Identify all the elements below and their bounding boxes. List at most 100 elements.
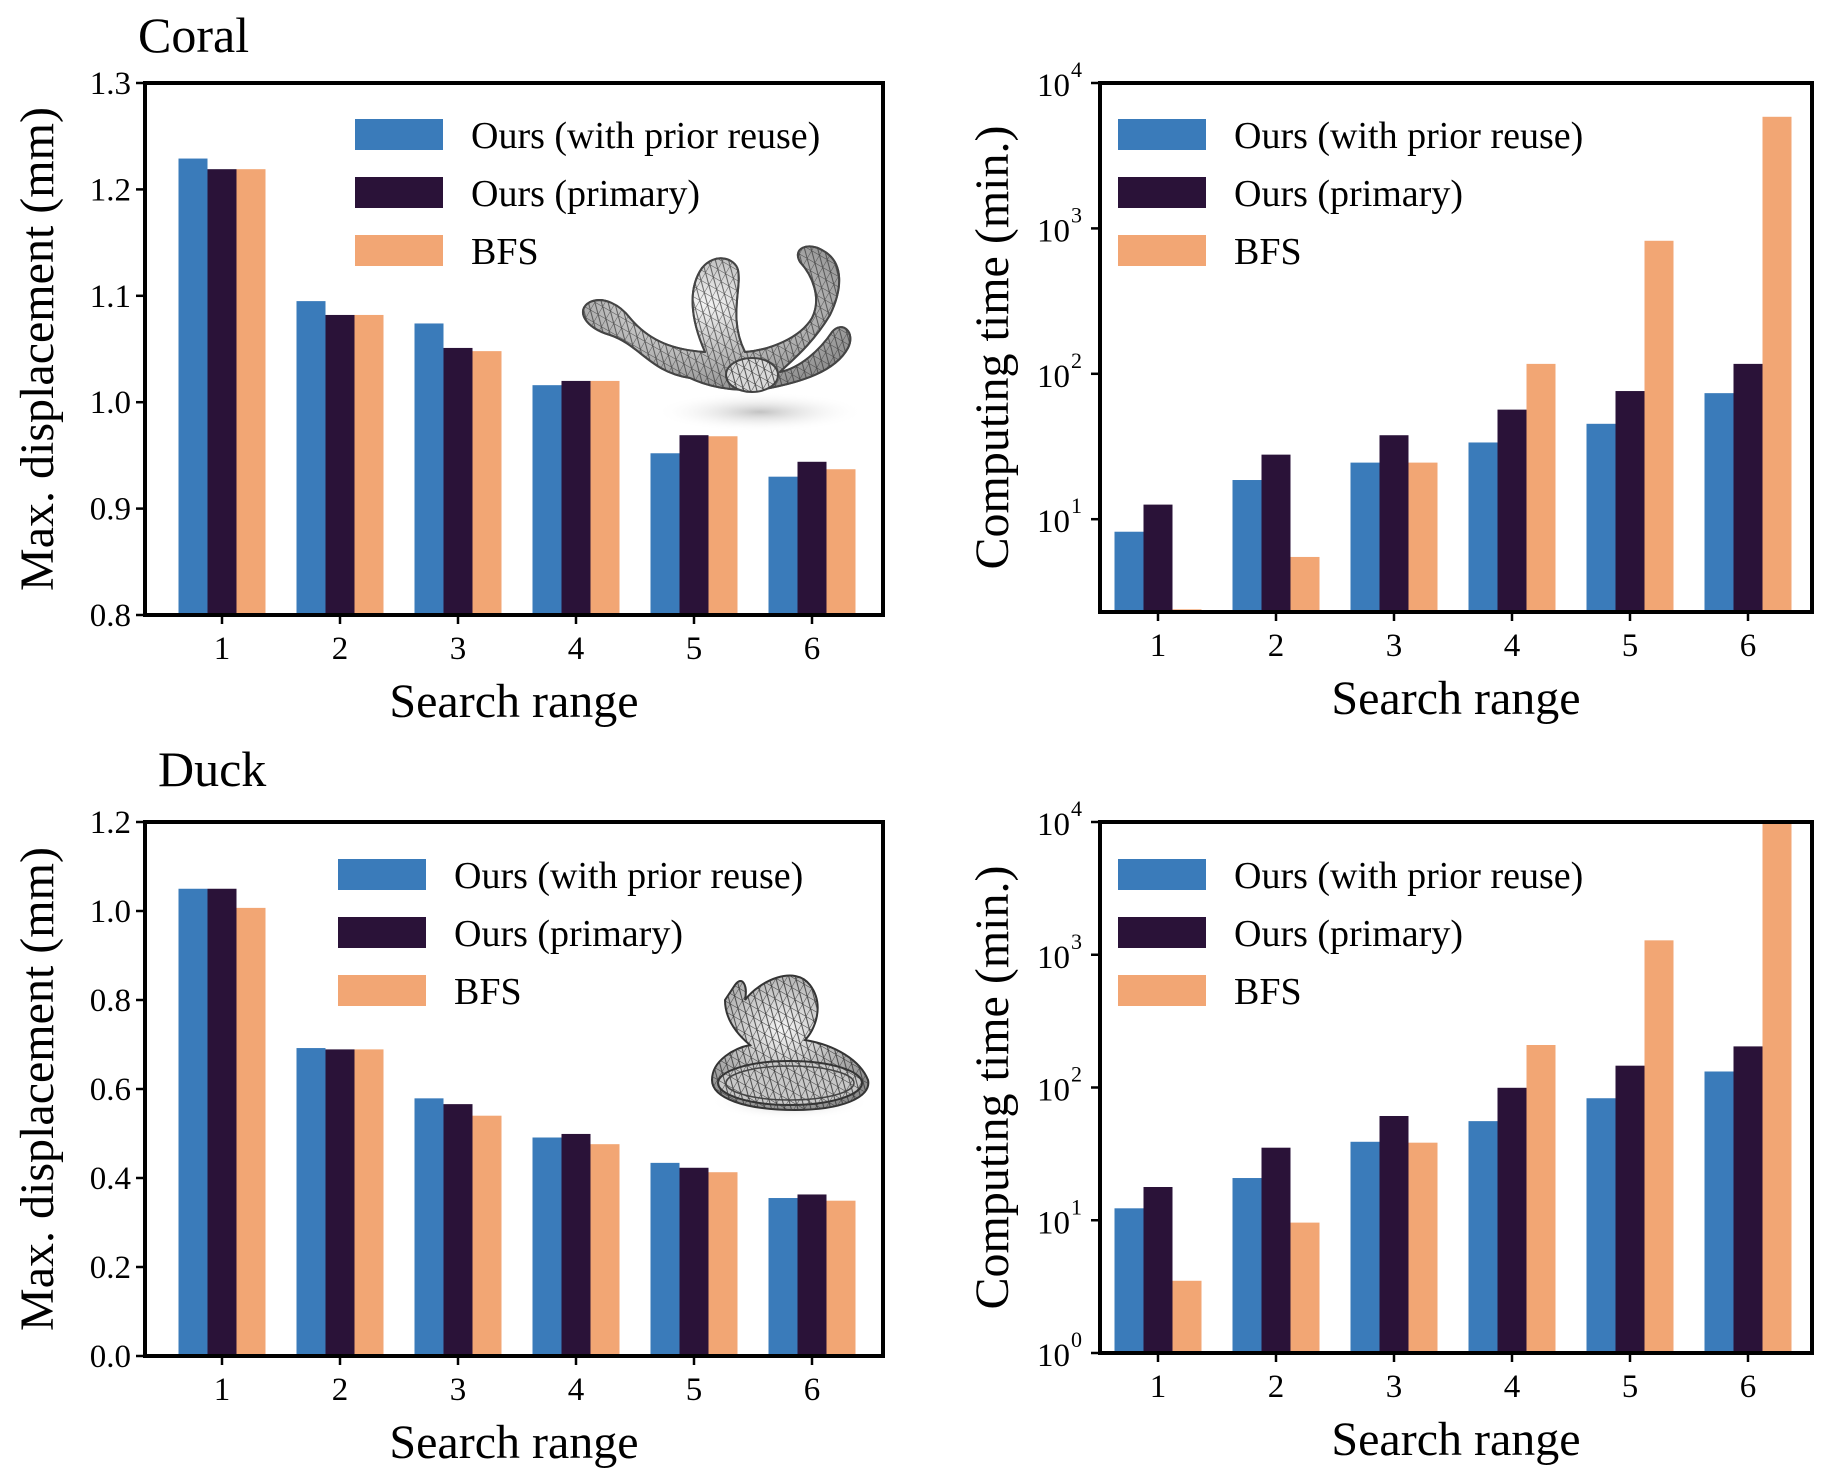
y-tick-label: 0.6 bbox=[90, 1072, 131, 1108]
x-tick-label: 6 bbox=[1740, 1369, 1757, 1405]
x-tick-label: 5 bbox=[1622, 1369, 1639, 1405]
y-tick-exponent: 0 bbox=[1071, 1327, 1082, 1352]
bar-ours-reuse-4 bbox=[1468, 1121, 1498, 1353]
x-tick-label: 2 bbox=[332, 1372, 349, 1408]
bar-ours-primary-1 bbox=[207, 169, 237, 615]
legend-swatch-ours-reuse bbox=[338, 859, 426, 890]
bar-ours-reuse-6 bbox=[768, 1198, 798, 1356]
x-tick-label: 6 bbox=[804, 1372, 821, 1408]
legend-label-ours-reuse: Ours (with prior reuse) bbox=[1234, 115, 1583, 157]
x-tick-label: 3 bbox=[1386, 628, 1403, 664]
legend-label-ours-primary: Ours (primary) bbox=[454, 913, 683, 955]
legend-swatch-ours-primary bbox=[355, 177, 443, 208]
bar-ours-primary-4 bbox=[1497, 1087, 1527, 1353]
legend-swatch-ours-primary bbox=[1118, 917, 1206, 948]
y-tick-label: 10 bbox=[1037, 213, 1070, 249]
bar-ours-reuse-4 bbox=[532, 1137, 562, 1356]
x-tick-label: 2 bbox=[1268, 1369, 1285, 1405]
legend-label-bfs: BFS bbox=[454, 971, 522, 1013]
bar-bfs-4 bbox=[590, 1144, 620, 1356]
y-tick-exponent: 1 bbox=[1071, 1194, 1082, 1219]
y-tick-label: 10 bbox=[1037, 359, 1070, 395]
bar-ours-primary-4 bbox=[1497, 409, 1527, 612]
bar-ours-primary-1 bbox=[1143, 1187, 1173, 1353]
x-axis-label: Search range bbox=[1331, 672, 1580, 725]
bar-ours-primary-1 bbox=[1143, 504, 1173, 612]
bar-bfs-1 bbox=[236, 907, 266, 1356]
y-tick-label: 0.4 bbox=[90, 1161, 131, 1197]
bar-ours-primary-5 bbox=[679, 435, 709, 615]
legend-label-ours-primary: Ours (primary) bbox=[1234, 913, 1463, 955]
y-tick-label: 10 bbox=[1037, 940, 1070, 976]
bar-ours-reuse-4 bbox=[532, 385, 562, 615]
bar-ours-primary-5 bbox=[1615, 1065, 1645, 1353]
legend-swatch-ours-reuse bbox=[1118, 119, 1206, 150]
bar-ours-primary-1 bbox=[207, 888, 237, 1356]
x-tick-label: 1 bbox=[1150, 628, 1167, 664]
x-axis-label: Search range bbox=[389, 675, 638, 728]
bar-ours-primary-6 bbox=[1733, 363, 1763, 612]
bar-ours-reuse-3 bbox=[414, 1098, 444, 1356]
bar-ours-primary-4 bbox=[561, 380, 591, 615]
bar-bfs-6 bbox=[1762, 116, 1792, 612]
x-tick-label: 2 bbox=[332, 631, 349, 667]
legend-swatch-ours-reuse bbox=[355, 119, 443, 150]
bar-bfs-1 bbox=[1172, 1280, 1202, 1353]
y-tick-label: 1.3 bbox=[90, 66, 131, 102]
legend-swatch-bfs bbox=[355, 235, 443, 266]
y-tick-label: 10 bbox=[1037, 807, 1070, 843]
bar-ours-reuse-6 bbox=[1704, 1071, 1734, 1353]
bar-ours-reuse-1 bbox=[1114, 1208, 1144, 1353]
y-tick-label: 1.2 bbox=[90, 172, 131, 208]
x-tick-label: 4 bbox=[568, 631, 585, 667]
y-tick-label: 0.0 bbox=[90, 1339, 131, 1375]
bar-bfs-2 bbox=[1290, 556, 1320, 612]
legend-label-ours-primary: Ours (primary) bbox=[1234, 173, 1463, 215]
legend-swatch-bfs bbox=[1118, 235, 1206, 266]
bar-bfs-4 bbox=[1526, 363, 1556, 612]
y-tick-label: 0.2 bbox=[90, 1250, 131, 1286]
x-tick-label: 6 bbox=[1740, 628, 1757, 664]
y-tick-label: 0.9 bbox=[90, 492, 131, 528]
bar-ours-primary-6 bbox=[1733, 1046, 1763, 1353]
bar-ours-reuse-2 bbox=[296, 1048, 326, 1356]
legend-label-ours-reuse: Ours (with prior reuse) bbox=[1234, 855, 1583, 897]
panel-title-duck: Duck bbox=[158, 741, 266, 797]
bar-bfs-2 bbox=[354, 1049, 384, 1356]
duck-mesh-icon bbox=[710, 974, 870, 1120]
bar-bfs-5 bbox=[708, 436, 738, 615]
x-tick-label: 4 bbox=[1504, 628, 1521, 664]
y-tick-label: 0.8 bbox=[90, 983, 131, 1019]
x-tick-label: 6 bbox=[804, 631, 821, 667]
chart-duck-displacement: 0.0 0.2 0.4 0.6 0.8 1.0 1.2 1 2 3 4 5 6 Search range M… bbox=[11, 805, 885, 1469]
bar-ours-reuse-1 bbox=[178, 888, 208, 1356]
x-tick-label: 4 bbox=[1504, 1369, 1521, 1405]
y-tick-exponent: 4 bbox=[1071, 57, 1082, 82]
bar-bfs-3 bbox=[472, 1115, 502, 1356]
y-tick-exponent: 1 bbox=[1071, 493, 1082, 518]
bar-ours-reuse-6 bbox=[768, 476, 798, 615]
bar-ours-reuse-3 bbox=[1350, 1141, 1380, 1353]
bar-ours-reuse-2 bbox=[296, 301, 326, 615]
y-tick-label: 1.0 bbox=[90, 385, 131, 421]
x-tick-label: 5 bbox=[686, 631, 703, 667]
bar-ours-reuse-3 bbox=[414, 323, 444, 615]
legend-label-ours-primary: Ours (primary) bbox=[471, 173, 700, 215]
y-tick-label: 10 bbox=[1037, 68, 1070, 104]
bar-ours-primary-2 bbox=[325, 314, 355, 615]
legend-swatch-ours-primary bbox=[1118, 177, 1206, 208]
chart-coral-displacement: 0.8 0.9 1.0 1.1 1.2 1.3 1 2 3 4 5 6 Search range Max.… bbox=[11, 66, 885, 728]
x-tick-label: 1 bbox=[214, 631, 231, 667]
bar-ours-primary-2 bbox=[325, 1049, 355, 1356]
bar-bfs-6 bbox=[826, 469, 856, 615]
legend-label-bfs: BFS bbox=[471, 231, 539, 273]
bar-ours-reuse-4 bbox=[1468, 442, 1498, 612]
bar-ours-reuse-5 bbox=[650, 453, 680, 615]
x-tick-label: 3 bbox=[450, 1372, 467, 1408]
x-tick-label: 1 bbox=[1150, 1369, 1167, 1405]
panel-title-coral: Coral bbox=[138, 7, 249, 63]
bar-bfs-1 bbox=[236, 169, 266, 615]
bar-bfs-4 bbox=[590, 380, 620, 615]
